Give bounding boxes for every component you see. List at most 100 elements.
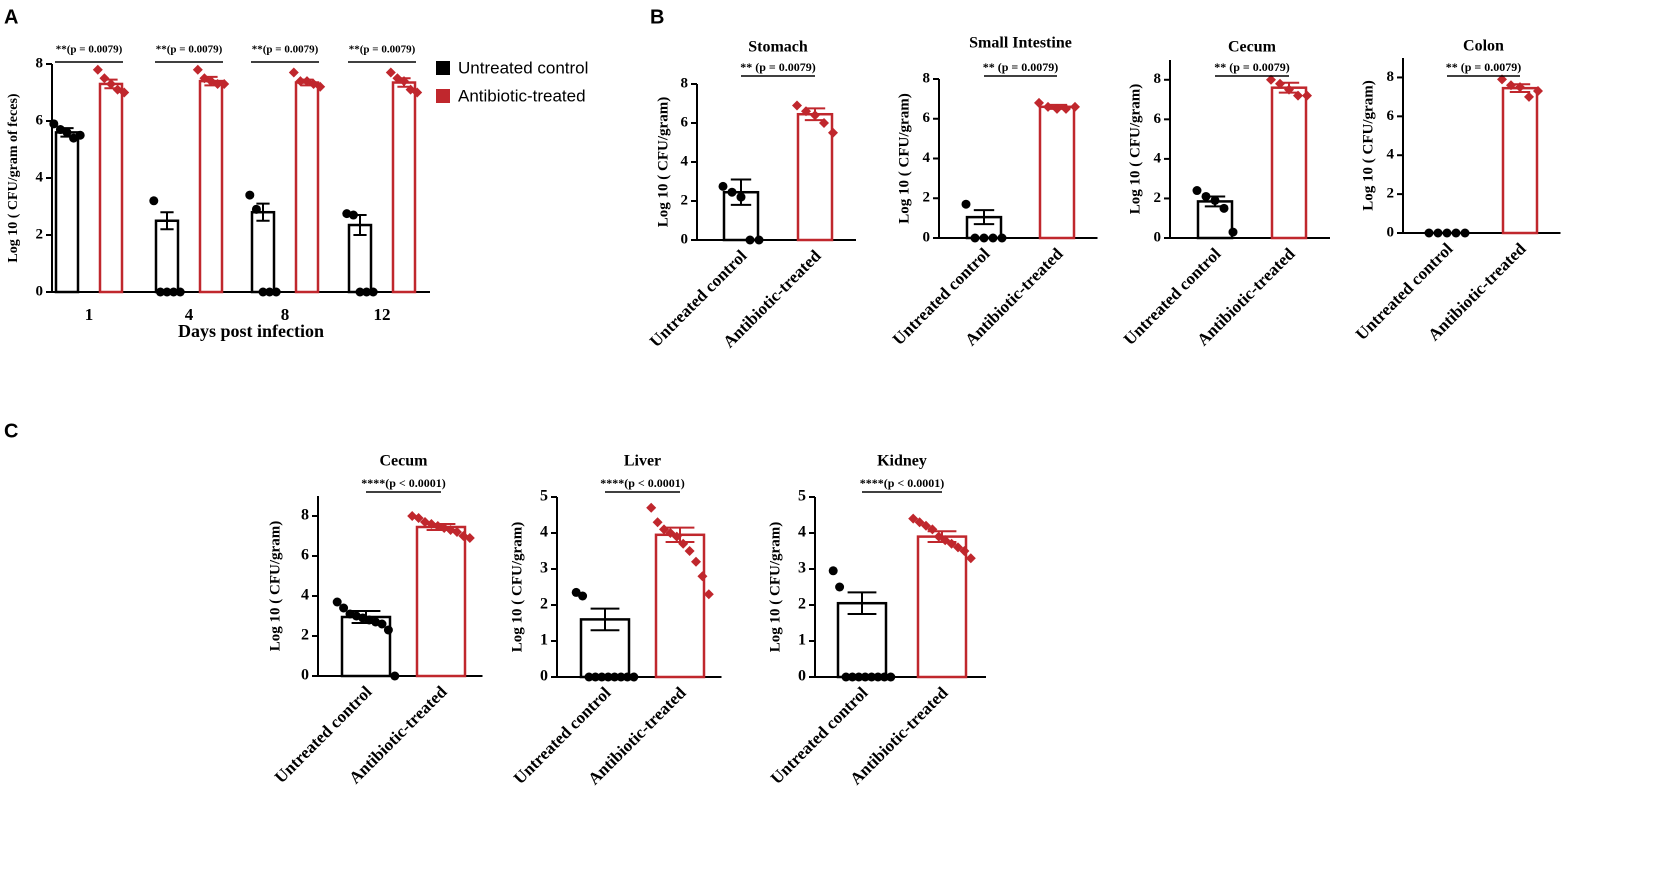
data-point — [959, 546, 970, 556]
y-tick-label: 2 — [923, 190, 931, 206]
data-point — [745, 235, 755, 245]
chart-title: Stomach — [748, 39, 808, 56]
data-point — [251, 204, 261, 214]
data-point — [413, 513, 424, 523]
data-point — [1052, 103, 1062, 114]
y-tick-label: 6 — [1154, 111, 1162, 127]
data-point — [979, 233, 989, 243]
data-point — [867, 672, 877, 682]
annotation: **(p = 0.0079) — [349, 44, 416, 56]
data-point — [464, 533, 475, 543]
data-point — [584, 672, 594, 682]
y-tick-label: 8 — [36, 55, 44, 71]
y-axis-label: Log 10 ( CFU/gram) — [1360, 80, 1376, 210]
data-point — [1061, 103, 1071, 114]
chart-title: Cecum — [380, 453, 429, 470]
data-point — [383, 625, 393, 635]
y-tick-label: 8 — [1154, 71, 1162, 87]
data-point — [1192, 186, 1202, 196]
y-tick-label: 2 — [301, 627, 309, 644]
data-point — [1433, 228, 1443, 238]
y-tick-label: 4 — [1387, 147, 1395, 163]
legend-swatch — [436, 61, 450, 75]
data-point — [1460, 228, 1470, 238]
data-point — [295, 76, 306, 87]
data-point — [265, 287, 275, 297]
data-point — [988, 233, 998, 243]
data-point — [49, 119, 59, 129]
annotation: **(p = 0.0079) — [156, 44, 223, 56]
y-tick-label: 0 — [681, 231, 689, 247]
data-point — [106, 78, 116, 89]
data-point — [691, 556, 701, 567]
y-tick-label: 2 — [1154, 190, 1162, 206]
data-point — [339, 603, 349, 613]
y-tick-label: 6 — [923, 110, 931, 126]
x-tick-label: 12 — [374, 305, 391, 324]
y-tick-label: 4 — [923, 150, 931, 166]
data-point — [1524, 91, 1534, 102]
data-point — [810, 110, 820, 121]
data-point — [1201, 191, 1211, 201]
bar — [1270, 86, 1308, 240]
data-point — [841, 672, 851, 682]
data-point — [192, 64, 203, 75]
data-point — [597, 672, 607, 682]
annotation: ****(p < 0.0001) — [600, 476, 685, 490]
data-point — [332, 597, 342, 607]
data-point — [828, 566, 838, 576]
y-tick-label: 4 — [1154, 150, 1162, 166]
data-point — [927, 524, 938, 535]
y-tick-label: 4 — [301, 587, 309, 604]
y-tick-label: 4 — [681, 153, 689, 169]
data-point — [697, 571, 708, 582]
annotation: **(p = 0.0079) — [252, 44, 319, 56]
data-point — [1451, 228, 1461, 238]
panel-label: C — [4, 420, 18, 442]
data-point — [75, 130, 85, 140]
y-tick-label: 0 — [301, 667, 309, 684]
data-point — [62, 127, 72, 137]
x-tick-label: 4 — [185, 305, 194, 324]
data-point — [792, 100, 802, 111]
data-point — [801, 106, 811, 117]
data-point — [854, 672, 864, 682]
data-point — [1515, 82, 1525, 93]
data-point — [652, 517, 663, 528]
data-point — [368, 287, 378, 297]
legend-label: Untreated control — [458, 58, 588, 77]
data-point — [1506, 80, 1516, 91]
data-point — [873, 672, 883, 682]
data-point — [622, 672, 632, 682]
data-point — [684, 546, 695, 556]
data-point — [452, 527, 462, 537]
data-point — [736, 192, 746, 202]
data-point — [412, 87, 423, 98]
data-point — [212, 78, 223, 89]
bar — [250, 210, 276, 294]
bar — [54, 131, 80, 294]
bar — [1501, 86, 1539, 235]
data-point — [119, 87, 130, 98]
data-point — [149, 196, 159, 206]
data-point — [819, 118, 829, 128]
data-point — [1266, 74, 1276, 85]
y-tick-label: 8 — [301, 507, 309, 524]
data-point — [629, 672, 639, 682]
data-point — [245, 190, 255, 200]
data-point — [1070, 101, 1080, 112]
data-point — [99, 73, 110, 84]
data-point — [671, 531, 682, 542]
annotation: ** (p = 0.0079) — [740, 60, 816, 74]
y-tick-label: 3 — [540, 560, 548, 577]
data-point — [1275, 78, 1285, 89]
error-bar — [256, 202, 270, 222]
chart-title: Cecum — [1228, 39, 1277, 56]
panel-label: B — [650, 6, 664, 28]
data-point — [610, 672, 620, 682]
data-point — [970, 233, 980, 243]
y-tick-label: 6 — [1387, 108, 1395, 124]
data-point — [362, 287, 372, 297]
y-tick-label: 0 — [923, 229, 931, 245]
